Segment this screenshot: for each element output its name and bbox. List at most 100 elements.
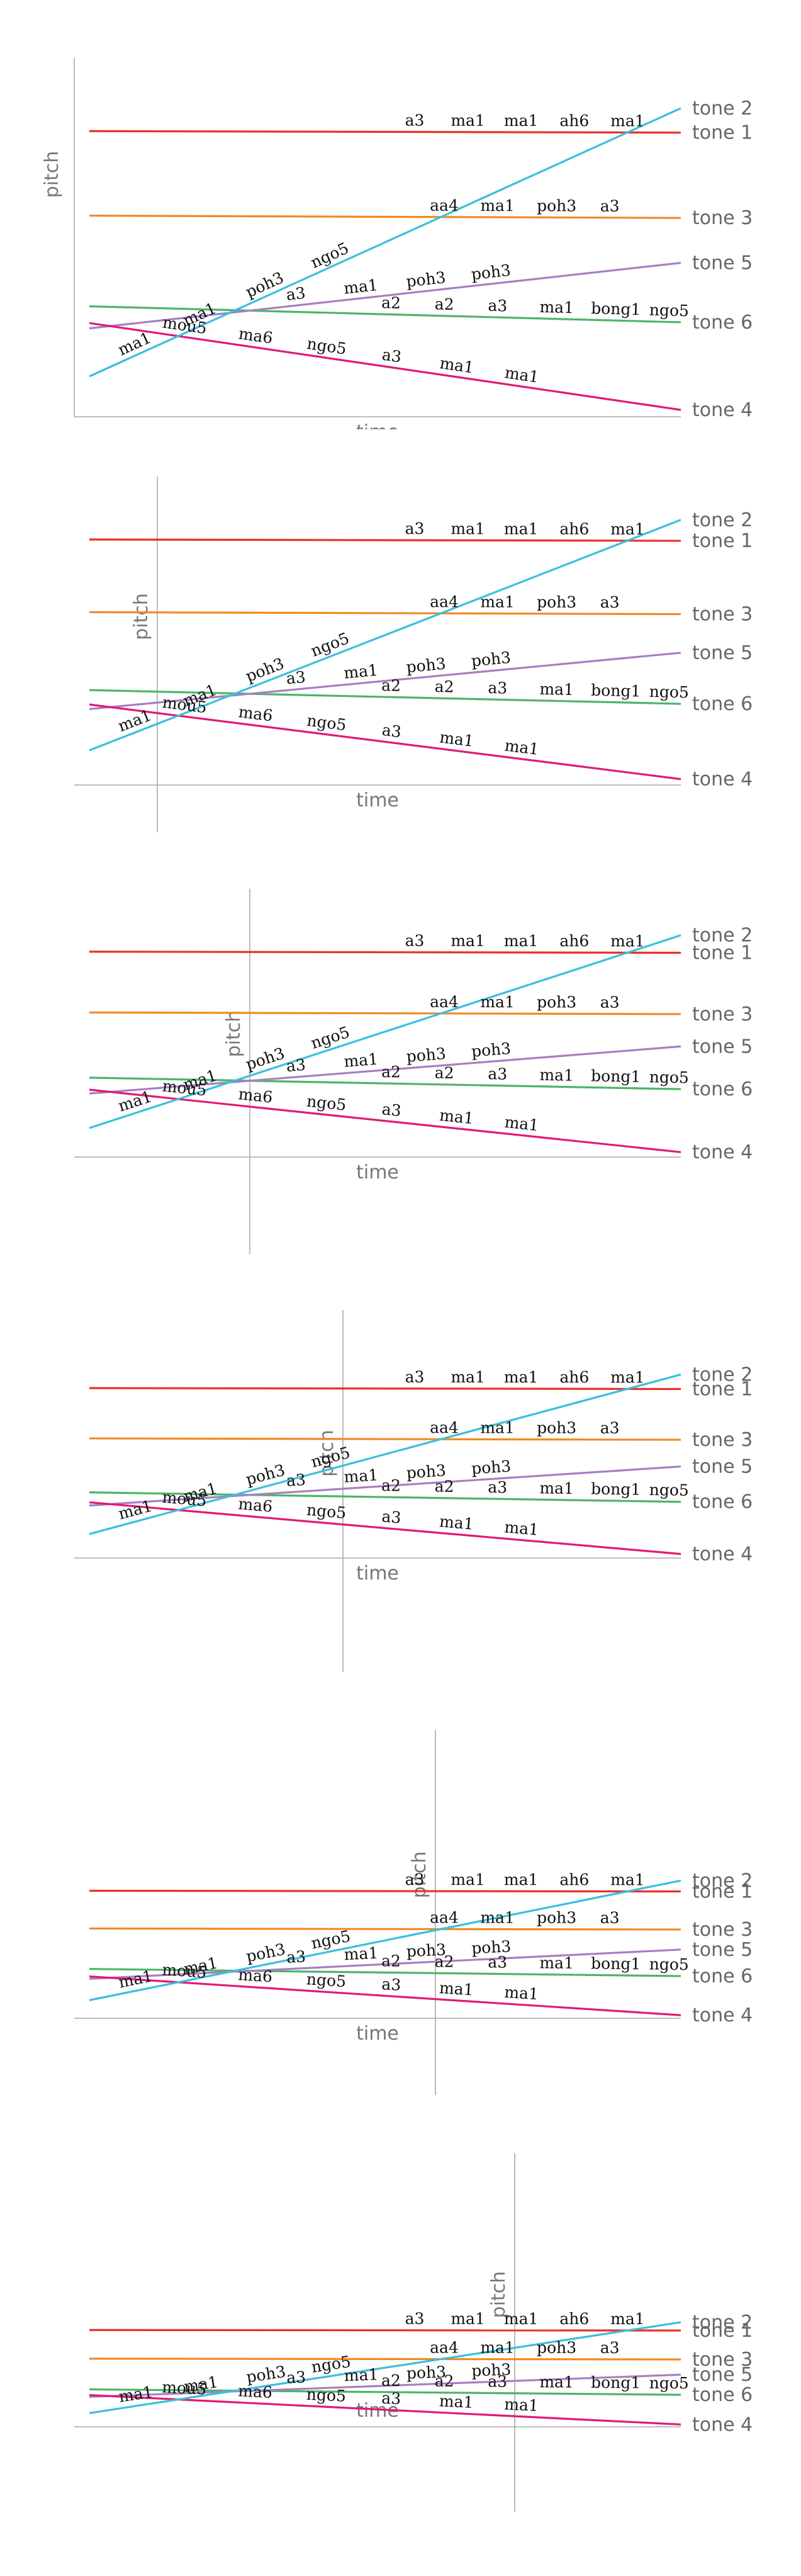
- tone-3-syllable: aa4: [430, 1908, 459, 1926]
- pitch-axis-label: pitch: [130, 593, 152, 640]
- pitch-axis-label: pitch: [488, 2271, 510, 2319]
- tone-6-syllable: a3: [488, 297, 508, 315]
- tone-1-syllable: ma1: [610, 2310, 645, 2328]
- tone-6-syllable: ngo5: [649, 682, 690, 701]
- tone-4-syllable: ma6: [237, 1085, 273, 1107]
- tone-3-syllable: aa4: [430, 2338, 459, 2356]
- tone-5-syllable: poh3: [405, 268, 447, 291]
- tone-2-syllable: ma1: [118, 2383, 154, 2406]
- tone-2-line: [89, 2321, 681, 2414]
- tone-2-line: [89, 1879, 681, 2001]
- tone-2-label: tone 2: [692, 509, 753, 531]
- tone-6-syllable: a3: [488, 1953, 507, 1971]
- tone-6-syllable: a3: [488, 1478, 507, 1496]
- tone-6-syllable: a2: [435, 2372, 454, 2390]
- tone-1-syllable: ma1: [610, 111, 645, 130]
- tone-1-syllable: ma1: [610, 1870, 645, 1889]
- tone-6-label: tone 6: [692, 312, 753, 334]
- tone-6-syllable: ngo5: [649, 1068, 690, 1087]
- tone-5-line: [89, 261, 681, 330]
- tone-6-syllable: a2: [381, 1476, 401, 1494]
- tone-3-syllable: ma1: [480, 993, 515, 1011]
- tone-3-syllable: poh3: [537, 1909, 576, 1927]
- tone-1-line: [89, 951, 681, 954]
- tone-4-label: tone 4: [692, 2004, 753, 2026]
- tone-2-syllable: poh3: [244, 1460, 287, 1488]
- tone-2-syllable: ngo5: [308, 1023, 352, 1053]
- tone-5-syllable: poh3: [406, 2363, 446, 2382]
- tone-6-label: tone 6: [692, 693, 753, 715]
- tone-2-syllable: ma1: [115, 329, 154, 359]
- tone-1-syllable: a3: [405, 1368, 425, 1386]
- tone-3-syllable: poh3: [537, 196, 576, 215]
- tone-3-line: [89, 1011, 681, 1015]
- tone-1-syllable: ah6: [559, 111, 589, 130]
- tone-4-syllable: ma1: [503, 1113, 539, 1135]
- tone-panel-2: time pitch a3 ma1 ma1 ah6 ma1 aa4 ma1 poh3 a3 a2 a2 a…: [0, 429, 801, 859]
- tone-1-label: tone 1: [692, 1378, 753, 1400]
- tone-6-syllable: a2: [381, 1952, 401, 1970]
- tone-6-label: tone 6: [692, 1965, 753, 1987]
- tone-3-syllable: ma1: [480, 196, 515, 215]
- tone-panel-5: time pitch a3 ma1 ma1 ah6 ma1 aa4 ma1 poh3 a3 a2 a2 a…: [0, 1717, 801, 2147]
- tone-5-label: tone 5: [692, 642, 753, 664]
- tone-5-syllable: poh3: [471, 2360, 512, 2380]
- tone-panel-6: time pitch a3 ma1 ma1 ah6 ma1 aa4 ma1 poh3 a3 a2 a2 a…: [0, 2147, 801, 2576]
- tone-2-line: [89, 934, 681, 1129]
- tone-5-syllable: a3: [285, 284, 306, 304]
- tone-1-syllable: ma1: [451, 932, 485, 950]
- tone-3-syllable: a3: [600, 1419, 620, 1437]
- tone-6-syllable: ngo5: [649, 1955, 689, 1974]
- tone-3-syllable: poh3: [537, 1419, 576, 1437]
- tone-2-label: tone 2: [692, 1364, 753, 1386]
- tone-1-syllable: ma1: [504, 111, 539, 130]
- tone-1-syllable: ma1: [610, 932, 645, 950]
- tone-5-syllable: ma1: [343, 276, 379, 298]
- tone-4-syllable: ma1: [504, 1518, 540, 1539]
- tone-3-syllable: poh3: [537, 993, 576, 1011]
- time-axis-label: time: [356, 1161, 399, 1183]
- tone-2-label: tone 2: [692, 925, 753, 947]
- tone-1-syllable: ah6: [559, 520, 589, 538]
- tone-6-syllable: a3: [488, 1065, 507, 1083]
- tone-4-syllable: a3: [381, 1507, 402, 1527]
- tone-4-line: [89, 1501, 681, 1556]
- tone-2-label: tone 2: [692, 98, 753, 120]
- tone-5-syllable: poh3: [406, 1940, 446, 1960]
- tone-4-line: [89, 1975, 681, 2016]
- tone-1-syllable: ah6: [559, 2310, 589, 2328]
- tone-3-label: tone 3: [692, 604, 753, 626]
- tone-3-line: [89, 214, 681, 219]
- tone-1-syllable: a3: [405, 2310, 425, 2328]
- tone-5-label: tone 5: [692, 1939, 753, 1961]
- tone-5-syllable: ma1: [344, 1944, 379, 1964]
- pitch-axis-label: pitch: [41, 151, 63, 198]
- tone-1-syllable: ma1: [451, 111, 485, 130]
- tone-2-line: [89, 107, 681, 378]
- tone-3-label: tone 3: [692, 1429, 753, 1451]
- tone-1-syllable: ma1: [451, 1368, 485, 1386]
- tone-5-syllable: poh3: [471, 1457, 512, 1477]
- tone-4-label: tone 4: [692, 399, 753, 421]
- tone-6-syllable: a2: [434, 677, 454, 696]
- tone-3-syllable: a3: [600, 2339, 620, 2357]
- tone-4-line: [89, 2393, 681, 2426]
- tone-4-syllable: ma1: [504, 1983, 539, 2004]
- tone-3-label: tone 3: [692, 1919, 753, 1941]
- tone-5-syllable: poh3: [471, 1937, 512, 1957]
- tone-4-label: tone 4: [692, 1141, 753, 1163]
- tone-4-syllable: ma6: [238, 1965, 273, 1986]
- tone-5-syllable: poh3: [471, 1039, 512, 1061]
- tone-1-syllable: ma1: [504, 1368, 539, 1386]
- tone-4-syllable: ma1: [503, 363, 540, 387]
- tone-1-syllable: a3: [405, 519, 425, 538]
- tone-6-syllable: ma1: [539, 1953, 574, 1972]
- tone-4-syllable: ngo5: [306, 2385, 346, 2405]
- tone-3-line: [89, 611, 681, 616]
- tone-6-syllable: ma1: [539, 680, 574, 699]
- tone-6-syllable: ma1: [539, 298, 574, 317]
- tone-4-label: tone 4: [692, 769, 753, 791]
